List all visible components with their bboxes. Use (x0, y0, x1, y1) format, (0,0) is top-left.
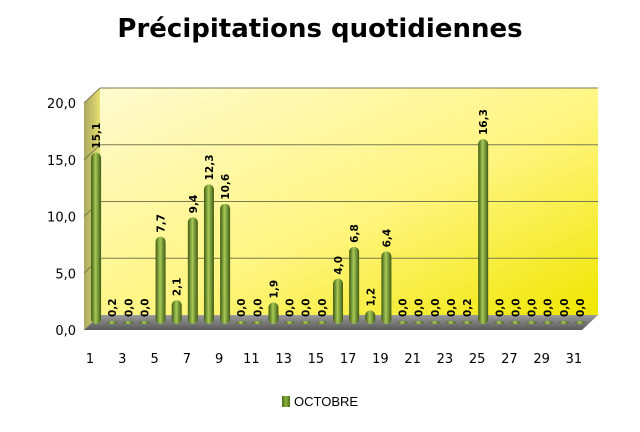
legend: OCTOBRE (282, 394, 358, 409)
bar (574, 321, 585, 324)
data-label: 0,2 (462, 298, 474, 317)
bar (333, 278, 343, 324)
bar (171, 300, 182, 324)
bar (413, 321, 424, 324)
bar (91, 152, 102, 324)
data-label: 9,4 (188, 195, 200, 214)
data-label: 12,3 (204, 154, 216, 180)
bar (316, 321, 327, 324)
bar (445, 321, 456, 324)
x-tick-label: 7 (183, 352, 191, 367)
bar (429, 321, 440, 324)
data-label: 1,9 (268, 280, 280, 299)
bar (381, 251, 392, 324)
data-label: 6,4 (381, 229, 393, 248)
y-tick-label: 10,0 (47, 211, 76, 226)
bar (300, 321, 311, 324)
bar (123, 321, 134, 324)
bar (462, 321, 473, 324)
data-label: 1,2 (365, 288, 377, 307)
gridline-side (83, 87, 101, 104)
data-label: 6,8 (349, 224, 361, 243)
x-tick-label: 29 (533, 352, 550, 367)
data-label: 10,6 (220, 174, 232, 200)
bar (365, 310, 376, 324)
gridline-side (83, 144, 101, 161)
data-label: 0,0 (236, 298, 248, 317)
bar (155, 236, 166, 324)
x-tick-label: 11 (243, 352, 260, 367)
x-tick-label: 5 (150, 352, 158, 367)
bar (252, 321, 263, 324)
chart-title: Précipitations quotidiennes (117, 14, 523, 44)
x-tick-label: 17 (340, 352, 357, 367)
legend-label: OCTOBRE (294, 394, 359, 409)
x-tick-label: 13 (275, 352, 292, 367)
bar (203, 184, 214, 324)
data-label: 15,1 (91, 123, 103, 149)
x-tick-label: 3 (118, 352, 126, 367)
bar (478, 138, 489, 324)
data-label: 0,0 (123, 298, 135, 317)
y-tick-label: 15,0 (47, 154, 76, 169)
bar (558, 321, 569, 324)
x-tick-label: 25 (469, 352, 486, 367)
data-label: 0,0 (414, 298, 426, 317)
data-label: 0,0 (285, 298, 297, 317)
bar (510, 321, 521, 324)
data-label: 4,0 (333, 256, 345, 275)
data-label: 0,0 (543, 298, 555, 317)
x-tick-label: 23 (437, 352, 454, 367)
bar (284, 321, 295, 324)
data-label: 0,0 (446, 298, 458, 317)
bar (220, 203, 231, 324)
bar (397, 321, 408, 324)
x-tick-label: 1 (86, 352, 94, 367)
data-label: 0,0 (559, 298, 571, 317)
data-label: 0,0 (430, 298, 442, 317)
bar (268, 302, 279, 324)
data-label: 7,7 (156, 214, 168, 233)
x-tick-label: 15 (308, 352, 325, 367)
bar (107, 321, 118, 324)
y-tick-label: 0,0 (55, 324, 76, 339)
data-label: 0,0 (317, 298, 329, 317)
data-label: 0,0 (398, 298, 410, 317)
bar (542, 321, 553, 324)
x-tick-label: 9 (215, 352, 223, 367)
bar (494, 321, 505, 324)
data-label: 0,0 (494, 298, 506, 317)
data-label: 16,3 (478, 109, 490, 135)
bar (349, 246, 360, 324)
data-label: 0,0 (301, 298, 313, 317)
data-label: 0,0 (252, 298, 264, 317)
x-tick-label: 27 (501, 352, 518, 367)
x-tick-label: 21 (404, 352, 421, 367)
y-tick-label: 20,0 (47, 97, 76, 112)
y-tick-label: 5,0 (55, 267, 76, 282)
data-label: 0,0 (575, 298, 587, 317)
bar (139, 321, 150, 324)
data-label: 0,2 (107, 298, 119, 317)
bar (187, 217, 198, 324)
legend-swatch (282, 396, 290, 407)
bar (236, 321, 247, 324)
data-label: 0,0 (527, 298, 539, 317)
bar (526, 321, 537, 324)
data-label: 0,0 (139, 298, 151, 317)
data-label: 2,1 (172, 278, 184, 297)
x-tick-label: 31 (566, 352, 583, 367)
data-label: 0,0 (510, 298, 522, 317)
x-tick-label: 19 (372, 352, 389, 367)
